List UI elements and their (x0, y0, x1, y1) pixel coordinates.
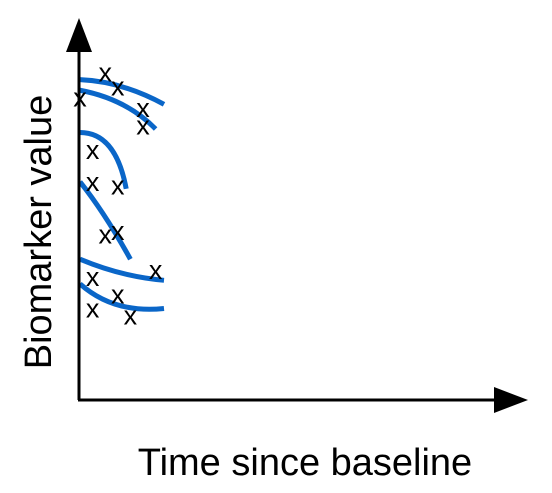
data-point-4-2: x (111, 216, 125, 246)
data-point-1-3: x (111, 72, 125, 102)
data-point-1-2: x (98, 58, 112, 88)
y-axis-arrow (66, 18, 92, 52)
data-point-5-1: x (86, 262, 100, 292)
data-point-1-4: x (136, 93, 150, 123)
data-point-6-3: x (124, 301, 138, 331)
x-axis-label: Time since baseline (138, 442, 472, 484)
series-curve-2 (79, 87, 158, 131)
series-curve-4 (78, 180, 133, 261)
data-point-3-3: x (111, 170, 125, 200)
data-point-6-1: x (86, 293, 100, 323)
y-axis-label: Biomarker value (18, 95, 60, 370)
data-point-3-1: x (86, 135, 100, 165)
series-curve-5 (79, 256, 165, 283)
data-point-5-2: x (149, 255, 163, 285)
series-curve-3 (79, 129, 129, 190)
data-point-3-2: x (86, 167, 100, 197)
data-point-4-1: x (98, 220, 112, 250)
series-curve-1 (79, 77, 166, 107)
series-curve-6 (78, 281, 165, 312)
data-point-6-2: x (111, 279, 125, 309)
x-axis-arrow (494, 387, 528, 413)
data-point-1-5: x (136, 110, 150, 140)
series-curves (78, 77, 166, 312)
